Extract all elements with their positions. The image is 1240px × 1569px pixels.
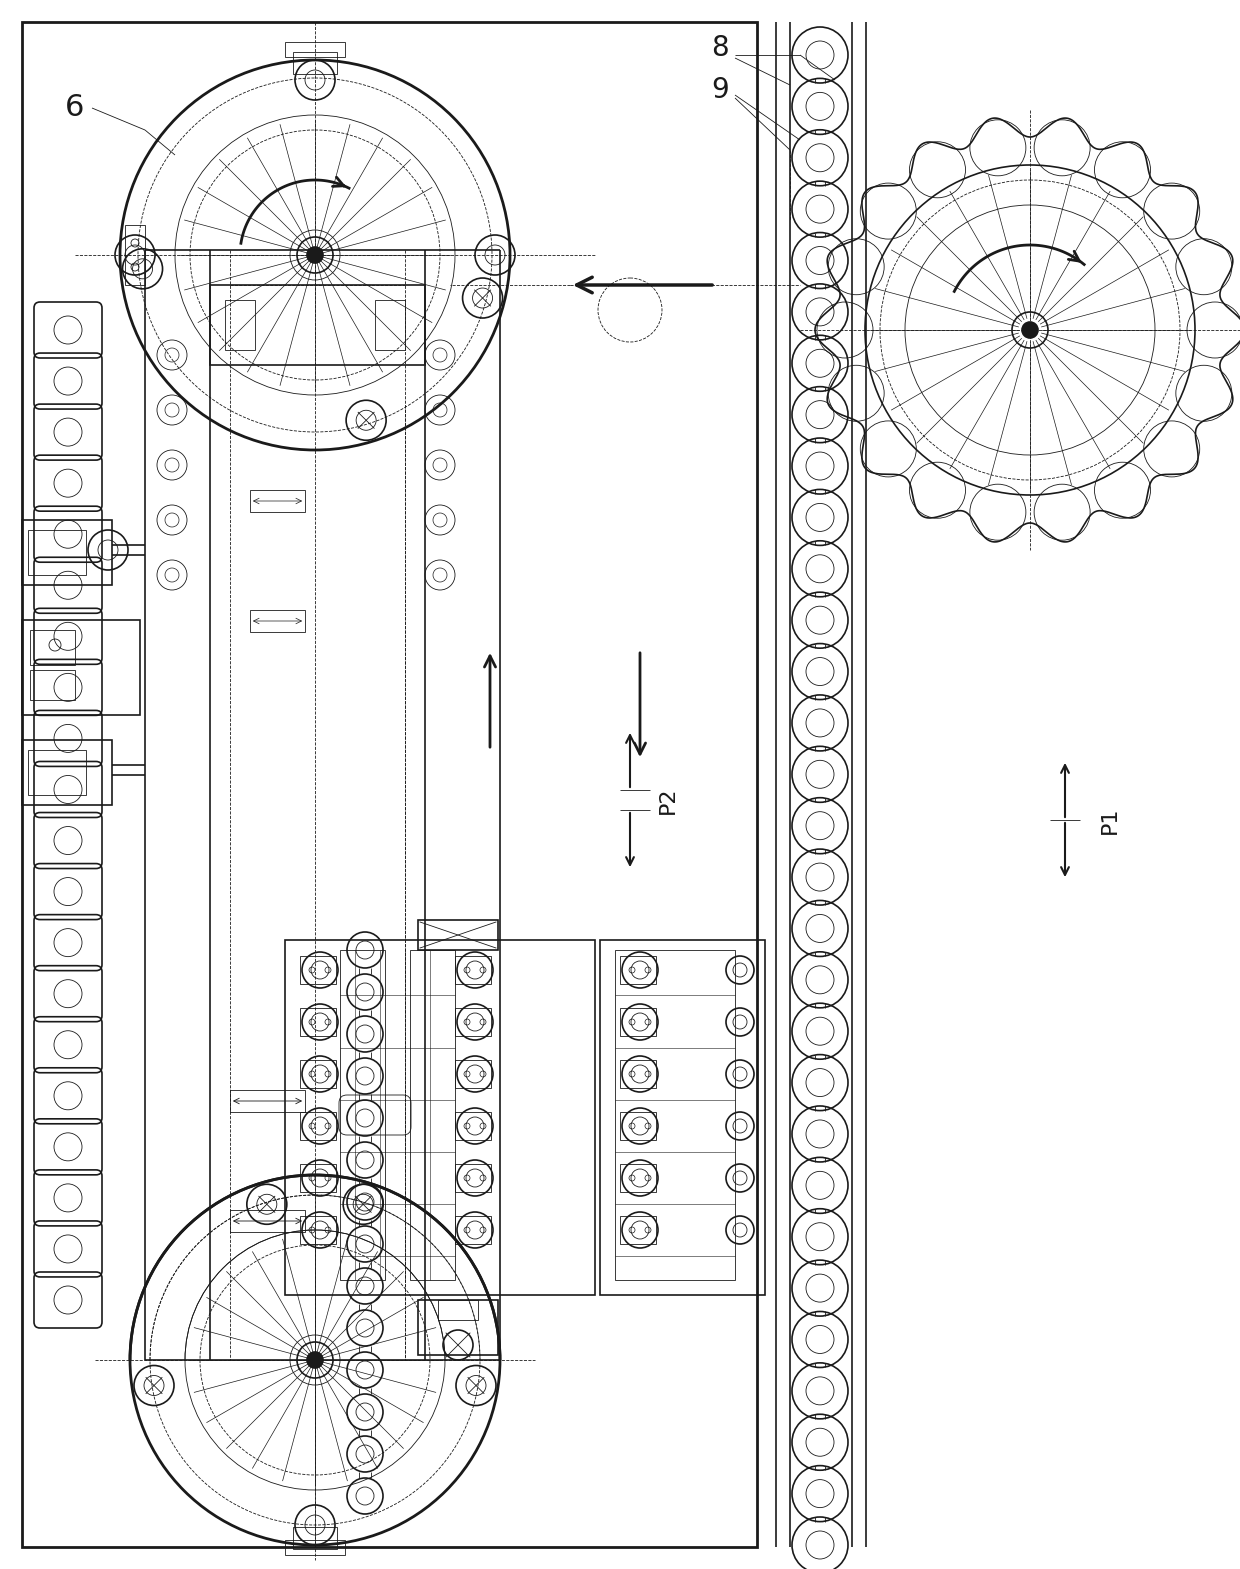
Bar [620,956,656,984]
Bar [455,1007,491,1036]
Text: P1: P1 [1100,806,1120,833]
Circle shape [308,1352,322,1368]
Bar [620,1112,656,1141]
Circle shape [1022,322,1038,337]
Bar [620,1061,656,1087]
Bar [285,940,595,1294]
Bar [438,1301,477,1320]
Text: 8: 8 [712,35,729,63]
Bar [29,750,86,795]
Bar [620,1164,656,1192]
Circle shape [308,246,322,264]
Bar [30,670,74,700]
Text: P2: P2 [658,786,678,814]
Bar [22,620,140,715]
Bar [285,1541,345,1555]
Bar [600,940,765,1294]
Bar [455,1164,491,1192]
Bar [293,1527,337,1549]
Bar [300,1216,336,1244]
Bar [340,949,384,1280]
Bar [285,42,345,56]
Bar [300,1164,336,1192]
Bar [300,1061,336,1087]
Bar [410,949,455,1280]
Bar [300,956,336,984]
Bar [455,1061,491,1087]
Bar [125,224,145,286]
Bar [22,519,112,585]
Bar [229,1210,305,1232]
Bar [224,300,255,350]
Bar [620,1216,656,1244]
Bar [374,300,405,350]
Bar [229,1090,305,1112]
Bar [250,610,305,632]
Bar [29,530,86,574]
Bar [300,1112,336,1141]
Bar [22,22,756,1547]
Bar [22,741,112,805]
Bar [300,1007,336,1036]
Bar [455,1216,491,1244]
Bar [455,1112,491,1141]
Text: 9: 9 [711,75,729,104]
Bar [293,52,337,74]
Text: 6: 6 [66,94,84,122]
Bar [418,919,498,949]
Bar [615,949,735,1280]
Bar [30,631,74,665]
Bar [210,286,425,366]
Bar [250,490,305,511]
Bar [418,1301,498,1356]
Bar [620,1007,656,1036]
Bar [455,956,491,984]
